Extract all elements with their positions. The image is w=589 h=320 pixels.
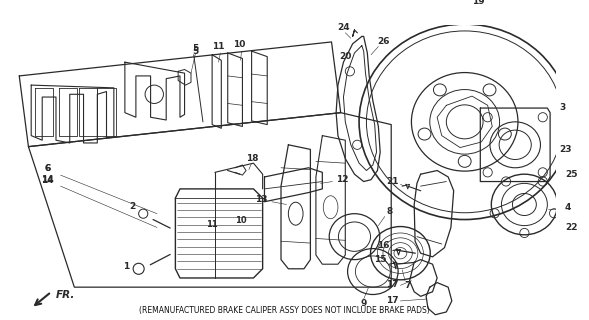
Text: 16: 16 bbox=[377, 241, 389, 250]
Text: 13: 13 bbox=[254, 195, 267, 204]
Text: 11: 11 bbox=[206, 220, 218, 229]
Text: 3: 3 bbox=[560, 103, 565, 112]
Text: 6: 6 bbox=[45, 164, 51, 172]
Text: (REMANUFACTURED BRAKE CALIPER ASSY DOES NOT INCLUDE BRAKE PADS): (REMANUFACTURED BRAKE CALIPER ASSY DOES … bbox=[140, 306, 430, 315]
Text: FR.: FR. bbox=[56, 290, 75, 300]
Text: 14: 14 bbox=[41, 174, 54, 184]
Text: 25: 25 bbox=[565, 170, 577, 179]
Text: 21: 21 bbox=[386, 177, 399, 186]
Text: 11: 11 bbox=[212, 42, 225, 51]
Text: 12: 12 bbox=[336, 174, 349, 184]
Text: 9: 9 bbox=[360, 300, 367, 308]
Text: 26: 26 bbox=[378, 37, 390, 46]
Text: 4: 4 bbox=[565, 203, 571, 212]
Text: 2: 2 bbox=[129, 202, 135, 211]
Text: 10: 10 bbox=[235, 216, 246, 225]
Text: 18: 18 bbox=[246, 154, 259, 163]
Text: 23: 23 bbox=[560, 145, 572, 154]
Text: 22: 22 bbox=[565, 223, 577, 232]
Text: 5: 5 bbox=[193, 44, 198, 53]
Text: 6: 6 bbox=[45, 164, 51, 172]
Text: 17: 17 bbox=[386, 280, 399, 289]
Text: 20: 20 bbox=[339, 52, 352, 61]
Text: 8: 8 bbox=[386, 207, 393, 216]
Text: 24: 24 bbox=[337, 23, 350, 32]
Text: 14: 14 bbox=[41, 176, 54, 185]
Text: 1: 1 bbox=[123, 262, 129, 271]
Text: 5: 5 bbox=[193, 47, 198, 56]
Text: 19: 19 bbox=[472, 0, 485, 6]
Text: 10: 10 bbox=[233, 40, 246, 50]
Text: 17: 17 bbox=[386, 296, 399, 305]
Text: 15: 15 bbox=[374, 255, 386, 264]
Text: 7: 7 bbox=[405, 281, 411, 290]
